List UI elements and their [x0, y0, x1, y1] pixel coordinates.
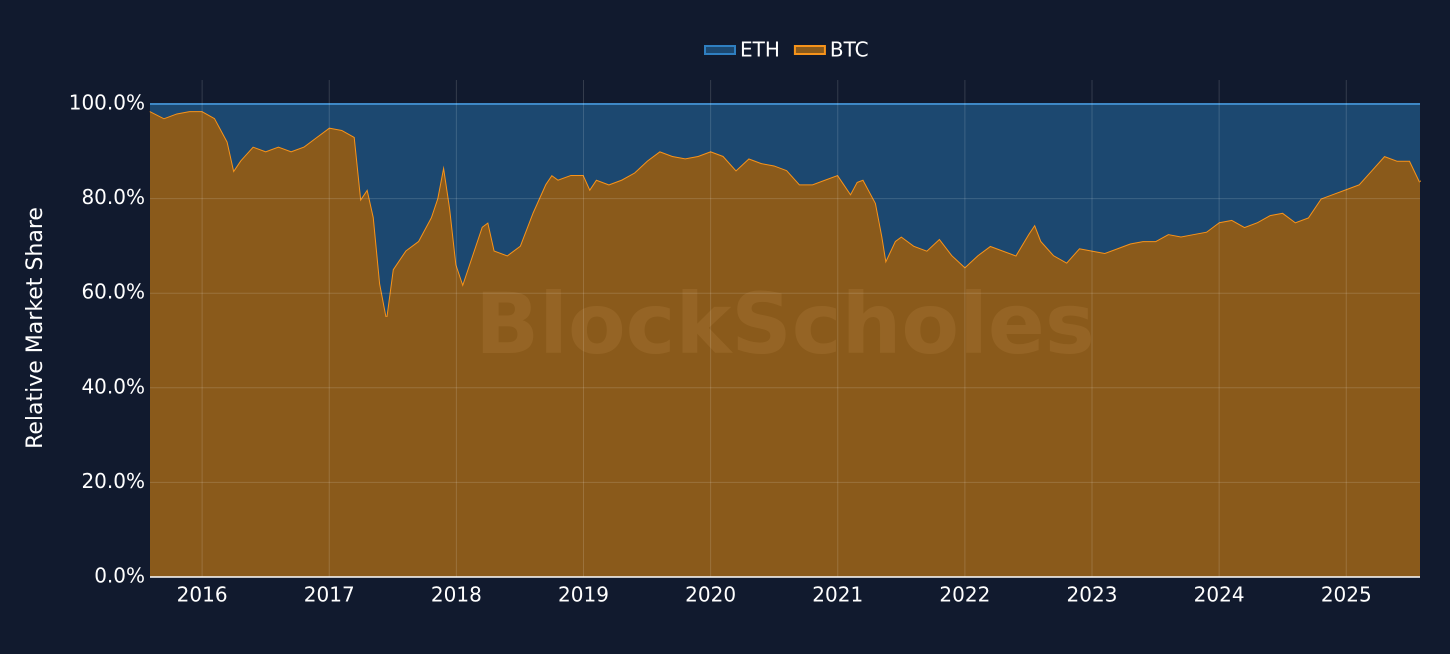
y-tick-label: 80.0%	[81, 185, 145, 209]
x-tick-label: 2022	[939, 583, 990, 607]
watermark: BlockScholes	[475, 275, 1095, 373]
y-tick-label: 60.0%	[81, 280, 145, 304]
plot-area: BlockScholes 2016 2017 2018 2019 2020 2021 2022…	[69, 38, 1421, 607]
x-tick-label: 2019	[558, 583, 609, 607]
area	[150, 104, 1420, 317]
y-tick-label: 0.0%	[94, 564, 145, 588]
y-tick-label: 40.0%	[81, 374, 145, 398]
x-tick-label: 2018	[431, 583, 482, 607]
area	[150, 111, 1420, 577]
legend: ETH BTC	[704, 38, 869, 62]
legend-swatch	[793, 45, 826, 55]
x-tick-label: 2021	[812, 583, 863, 607]
legend-swatch	[704, 45, 736, 55]
x-tick-label: 2020	[685, 583, 736, 607]
y-tick-label: 20.0%	[81, 469, 145, 493]
x-tick-label: 2017	[304, 583, 355, 607]
x-tick-label: 2024	[1194, 583, 1245, 607]
x-tick-label: 2016	[177, 583, 228, 607]
legend-label: BTC	[830, 38, 869, 62]
legend-label: ETH	[740, 38, 780, 62]
y-tick-label: 100.0%	[69, 91, 145, 115]
y-axis-title: Relative Market Share	[23, 207, 48, 449]
x-tick-label: 2023	[1067, 583, 1118, 607]
x-tick-label: 2025	[1321, 583, 1372, 607]
